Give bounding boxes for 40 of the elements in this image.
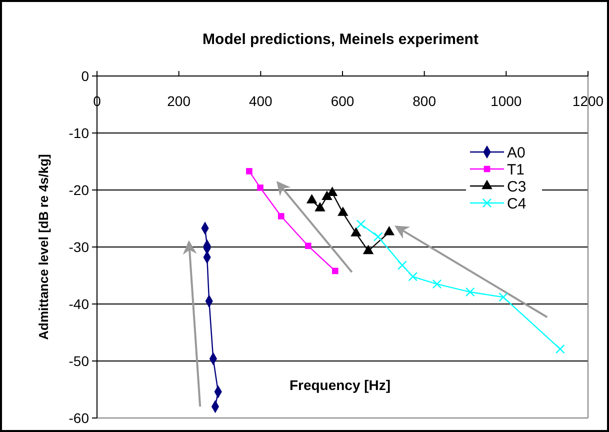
point xyxy=(556,344,565,354)
point xyxy=(373,232,383,242)
point xyxy=(432,279,442,289)
y-tick-label: -50 xyxy=(68,352,90,369)
y-tick-label: -40 xyxy=(68,296,90,312)
x-tick-label: 400 xyxy=(248,93,273,109)
point xyxy=(257,184,264,191)
x-axis-title: Frequency [Hz] xyxy=(289,377,391,393)
x-tick-label: 800 xyxy=(412,93,436,109)
y-tick-label: -30 xyxy=(68,238,90,255)
legend-label: T1 xyxy=(507,161,525,178)
y-tick-label: 0 xyxy=(81,68,90,84)
point xyxy=(384,226,395,236)
point xyxy=(304,242,312,250)
y-axis-title: Admittance level [dB re 4s/kg] xyxy=(36,154,51,340)
point xyxy=(338,206,348,216)
point xyxy=(398,260,407,270)
x-tick-label: 1000 xyxy=(490,93,522,109)
y-tick-label: -10 xyxy=(68,124,90,141)
point xyxy=(465,287,475,297)
chart-title: Model predictions, Meinels experiment xyxy=(202,31,478,48)
point xyxy=(350,227,362,236)
point xyxy=(362,244,374,254)
point xyxy=(332,268,338,274)
point xyxy=(408,272,418,282)
point xyxy=(314,202,326,212)
point xyxy=(306,194,318,204)
point xyxy=(322,190,332,200)
point xyxy=(498,292,508,302)
point xyxy=(246,168,252,174)
x-tick-label: 600 xyxy=(330,93,354,109)
legend-label: A0 xyxy=(507,144,526,162)
y-tick-label: -20 xyxy=(68,182,90,198)
x-tick-label: 200 xyxy=(167,93,191,109)
point xyxy=(356,220,366,229)
point xyxy=(278,213,284,220)
legend-label: C3 xyxy=(507,178,526,196)
y-tick-label: -60 xyxy=(68,410,90,426)
x-tick-label: 1200 xyxy=(572,93,604,109)
legend-label: C4 xyxy=(507,195,526,212)
